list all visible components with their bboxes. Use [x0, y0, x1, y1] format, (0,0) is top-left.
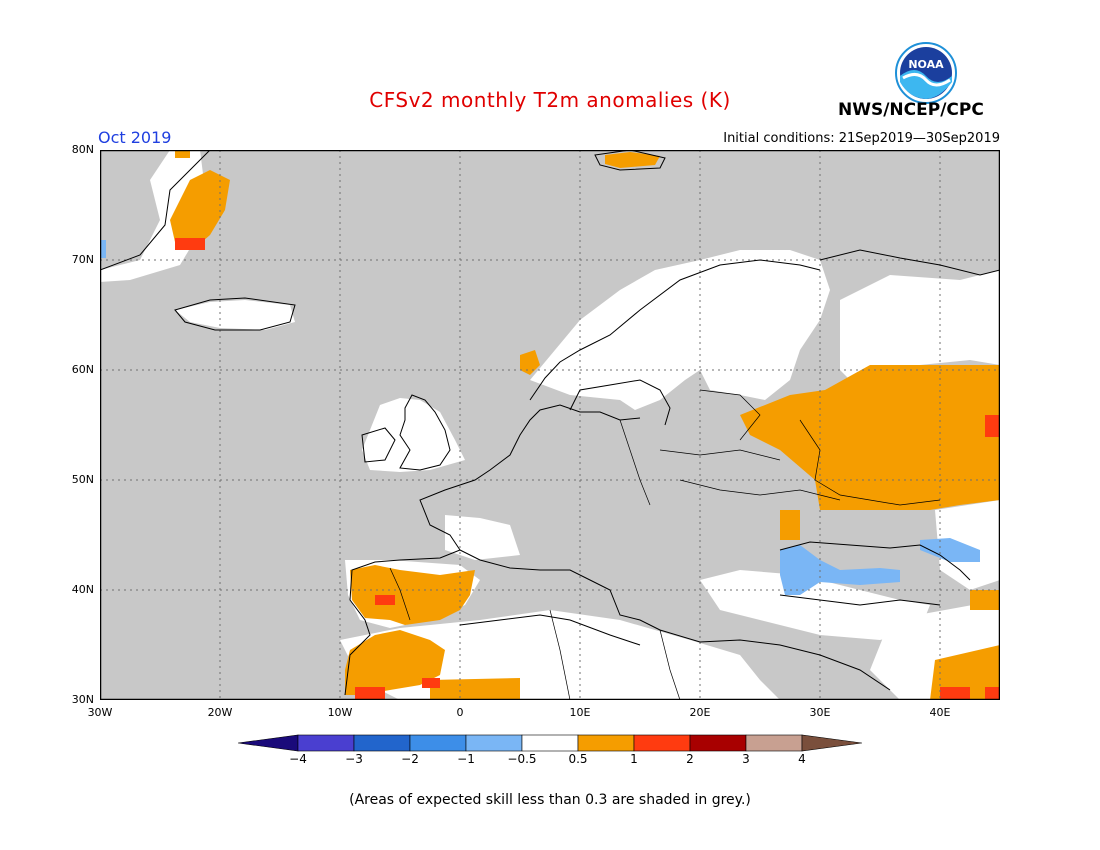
lon-label-10e: 10E: [569, 706, 591, 719]
colorbar: [238, 734, 862, 752]
colorbar-label: 0.5: [568, 752, 588, 766]
noaa-logo: NOAA: [895, 42, 957, 104]
lat-label-80n: 80N: [71, 143, 94, 156]
colorbar-label: 1: [630, 752, 638, 766]
colorbar-cell: [633, 734, 691, 752]
cool-anomaly-regions: [100, 240, 980, 595]
colorbar-cell: [801, 734, 862, 752]
logo-text: NOAA: [908, 58, 944, 71]
colorbar-label: 4: [798, 752, 806, 766]
map-grid: [100, 150, 1000, 700]
colorbar-cell: [521, 734, 579, 752]
region-greenland-hot: [175, 238, 205, 250]
anomaly-map: [100, 150, 1000, 700]
lat-label-50n: 50N: [71, 473, 94, 486]
region-black-sea-cool: [780, 545, 900, 595]
lon-label-10w: 10W: [327, 706, 353, 719]
lon-label-0: 0: [456, 706, 464, 719]
lat-label-30n: 30N: [71, 693, 94, 706]
colorbar-label: −4: [289, 752, 307, 766]
skill-note: (Areas of expected skill less than 0.3 a…: [349, 792, 751, 808]
lat-label-60n: 60N: [71, 363, 94, 376]
colorbar-cell: [297, 734, 355, 752]
region-iberia: [350, 565, 475, 625]
colorbar-label: 3: [742, 752, 750, 766]
colorbar-label: 2: [686, 752, 694, 766]
lon-label-40e: 40E: [929, 706, 951, 719]
month-label: Oct 2019: [98, 128, 172, 147]
chart-title: CFSv2 monthly T2m anomalies (K): [369, 88, 731, 112]
country-borders: [389, 389, 941, 700]
colorbar-label: −3: [345, 752, 363, 766]
colorbar-cell: [465, 734, 523, 752]
lon-label-20w: 20W: [207, 706, 233, 719]
colorbar-label: −2: [401, 752, 419, 766]
lon-label-20e: 20E: [689, 706, 711, 719]
map-frame: [100, 150, 1000, 700]
lat-label-40n: 40N: [71, 583, 94, 596]
lat-label-70n: 70N: [71, 253, 94, 266]
lon-label-30e: 30E: [809, 706, 831, 719]
colorbar-cell: [745, 734, 803, 752]
region-western-russia: [740, 365, 1000, 510]
colorbar-cell: [409, 734, 467, 752]
hot-anomaly-regions: [175, 238, 1000, 700]
region-morocco: [345, 630, 445, 695]
region-greenland-coast: [170, 170, 230, 248]
coastlines: [100, 150, 1000, 696]
initial-conditions-label: Initial conditions: 21Sep2019—30Sep2019: [723, 131, 1000, 146]
colorbar-cell: [577, 734, 635, 752]
noaa-logo-icon: NOAA: [895, 42, 957, 104]
region-svalbard: [605, 152, 660, 168]
warm-anomaly-regions: [170, 150, 1000, 700]
lon-label-30w: 30W: [87, 706, 113, 719]
colorbar-cell: [689, 734, 747, 752]
colorbar-label: −1: [457, 752, 475, 766]
agency-label: NWS/NCEP/CPC: [838, 100, 984, 120]
colorbar-label: −0.5: [507, 752, 537, 766]
colorbar-cell: [238, 734, 299, 752]
colorbar-cell: [353, 734, 411, 752]
